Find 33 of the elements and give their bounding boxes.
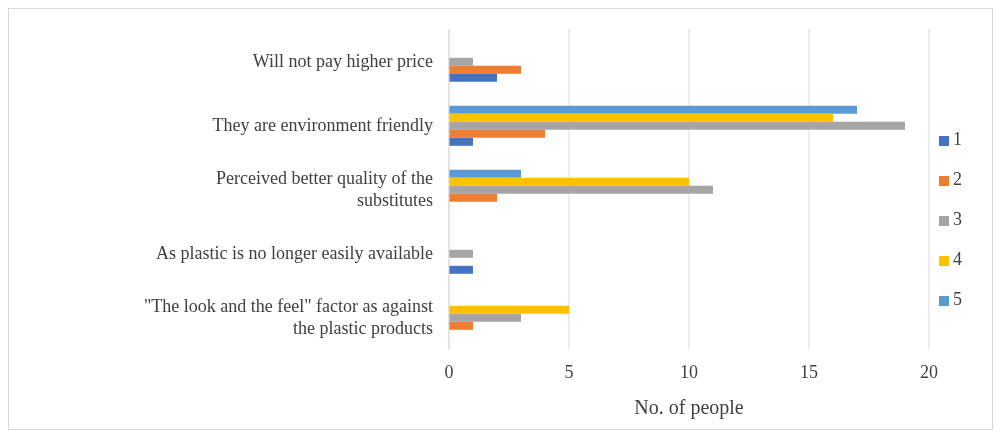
bar	[449, 193, 497, 202]
bar	[449, 249, 473, 258]
legend-label: 1	[953, 129, 962, 149]
bar	[449, 137, 473, 146]
bar	[449, 105, 857, 114]
y-tick-label: As plastic is no longer easily available	[156, 243, 433, 263]
y-tick-label: Perceived better quality of the substitutes	[216, 168, 433, 210]
bar	[449, 113, 833, 122]
bar	[449, 321, 473, 330]
bar	[449, 129, 545, 138]
x-tick-label: 5	[564, 361, 574, 382]
y-tick-label: Will not pay higher price	[252, 51, 433, 71]
x-tick-label: 0	[444, 361, 454, 382]
bar	[449, 305, 569, 314]
legend-label: 3	[953, 209, 962, 229]
bar	[449, 177, 689, 186]
legend-label: 4	[953, 249, 962, 269]
x-tick-label: 15	[800, 361, 818, 382]
bar	[449, 121, 905, 130]
bar	[449, 265, 473, 274]
y-tick-label: "The look and the feel" factor as against the plastic products	[143, 296, 433, 338]
x-axis-title: No. of people	[634, 396, 744, 419]
bar	[449, 169, 521, 178]
x-tick-label: 20	[920, 361, 938, 382]
y-tick-label: They are environment friendly	[212, 115, 433, 135]
legend-label: 2	[953, 169, 962, 189]
x-tick-label: 10	[680, 361, 698, 382]
bar	[449, 73, 497, 82]
bar	[449, 57, 473, 66]
bar	[449, 185, 713, 194]
bar	[449, 65, 521, 74]
legend-label: 5	[953, 289, 962, 309]
bar	[449, 313, 521, 322]
